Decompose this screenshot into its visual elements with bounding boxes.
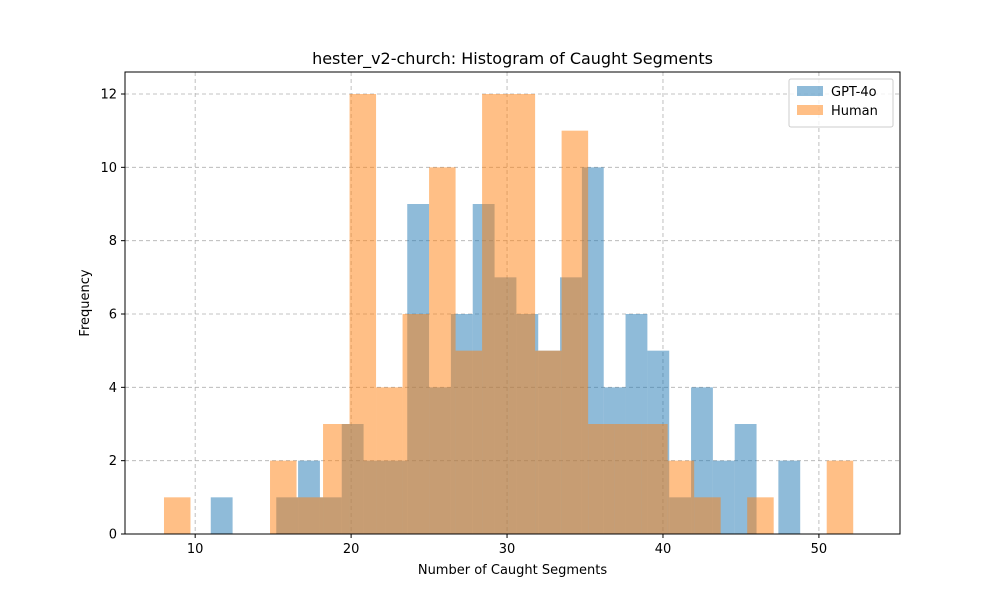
histogram-bar	[376, 387, 403, 534]
legend-label: GPT-4o	[831, 85, 877, 100]
histogram-bar	[588, 424, 615, 534]
x-tick-label: 50	[811, 542, 828, 557]
series-human	[163, 94, 854, 535]
histogram-bar	[270, 460, 297, 534]
x-tick-label: 40	[655, 542, 672, 557]
chart-title: hester_v2-church: Histogram of Caught Se…	[312, 49, 713, 69]
x-tick-label: 10	[187, 542, 204, 557]
histogram-bar	[455, 350, 483, 534]
plot-area-frame	[124, 71, 901, 535]
histogram-bar	[667, 460, 695, 534]
histogram-bar	[163, 497, 191, 534]
histogram-bar	[614, 424, 642, 534]
y-tick-label: 12	[100, 88, 117, 103]
y-axis-ticks: 0 2 4 6 8 10 12	[100, 88, 125, 543]
histogram-bar	[508, 94, 536, 534]
y-tick-label: 10	[100, 161, 117, 176]
histogram-bar	[641, 424, 668, 534]
histogram-bar	[778, 460, 801, 534]
histogram-bar	[826, 460, 854, 534]
legend-swatch	[797, 86, 823, 96]
histogram-bar	[561, 130, 589, 534]
y-tick-label: 6	[109, 308, 117, 323]
y-tick-label: 0	[109, 528, 117, 543]
histogram-bar	[429, 167, 456, 535]
histogram-bar	[210, 497, 233, 534]
x-tick-label: 30	[499, 542, 516, 557]
legend-label: Human	[831, 104, 878, 119]
histogram-bar	[349, 94, 377, 534]
legend: GPT-4o Human	[788, 78, 894, 128]
y-tick-label: 4	[109, 381, 117, 396]
histogram-bar	[402, 314, 430, 534]
y-axis-label: Frequency	[78, 269, 93, 336]
x-axis-ticks: 10 20 30 40 50	[187, 534, 827, 557]
x-tick-label: 20	[343, 542, 360, 557]
legend-swatch	[797, 105, 823, 115]
histogram-bar	[535, 350, 562, 534]
x-axis-label: Number of Caught Segments	[418, 563, 608, 578]
histogram-bars	[163, 94, 854, 535]
histogram-bar	[694, 497, 721, 534]
histogram-bar	[296, 497, 324, 534]
y-tick-label: 2	[109, 454, 117, 469]
y-tick-label: 8	[109, 234, 117, 249]
histogram-bar	[747, 497, 774, 534]
histogram-bar	[482, 94, 509, 534]
histogram-bar	[323, 424, 350, 534]
